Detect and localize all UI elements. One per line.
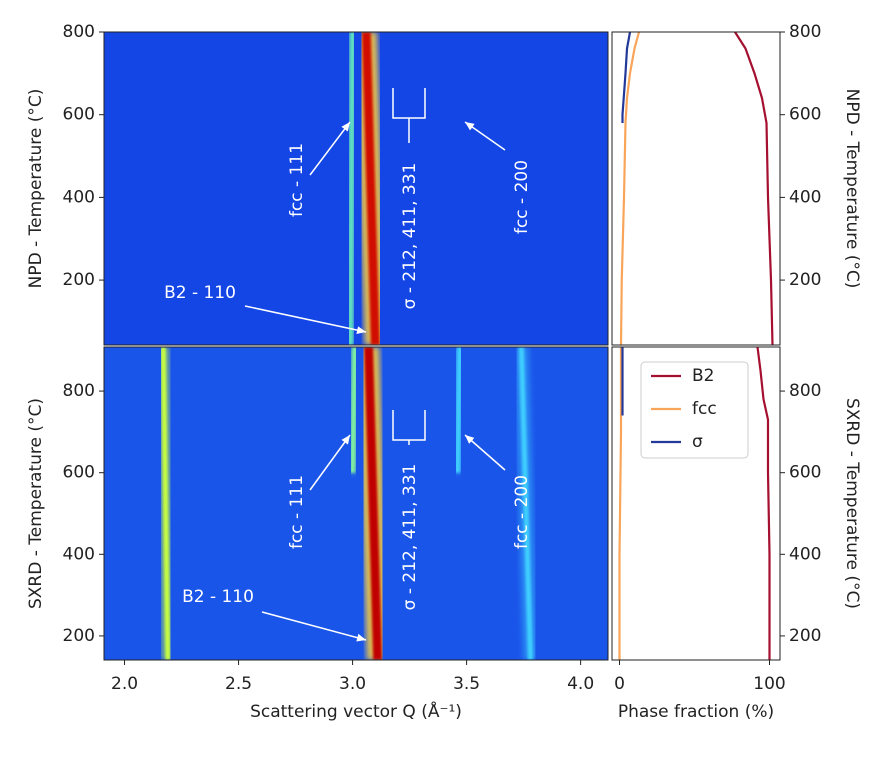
- annotation: B2 - 110: [182, 587, 254, 607]
- y-axis-label: NPD - Temperature (°C): [842, 89, 862, 289]
- annotation: fcc - 200: [512, 475, 532, 549]
- x-tick-label: 2.5: [225, 674, 252, 694]
- legend-box: [640, 361, 749, 459]
- peak: [454, 347, 463, 473]
- x-tick-label: 3.0: [339, 674, 366, 694]
- heatmap: [104, 32, 608, 345]
- annotation: fcc - 111: [287, 475, 307, 549]
- annotation: σ - 212, 411, 331: [400, 163, 420, 310]
- y-tick-label: 800: [789, 22, 821, 42]
- axes-frame: [611, 31, 781, 346]
- y-tick-label: 200: [63, 270, 95, 290]
- annotation-arrow: [261, 611, 367, 642]
- axes-frame: [611, 346, 781, 661]
- x-axis-label: Phase fraction (%): [618, 702, 774, 722]
- annotation: fcc - 111: [287, 143, 307, 217]
- y-tick-label: 600: [789, 463, 821, 483]
- phase-line: [619, 31, 641, 346]
- y-axis-label: NPD - Temperature (°C): [26, 89, 46, 289]
- legend-label: B2: [692, 366, 714, 386]
- peak: [364, 347, 383, 660]
- peak: [347, 32, 356, 345]
- phase-line: [756, 346, 771, 660]
- x-tick-label: 3.5: [453, 674, 480, 694]
- y-tick-label: 200: [789, 626, 821, 646]
- legend-label: fcc: [692, 399, 717, 419]
- annotation: B2 - 110: [164, 283, 236, 303]
- x-axis-label: Scattering vector Q (Å⁻¹): [250, 700, 462, 722]
- annotation-arrow: [244, 305, 367, 335]
- panel: fcc - 111 σ - 212, 411, 331 fcc - 200 B2 - …: [26, 22, 609, 346]
- x-tick-label: 2.0: [111, 674, 138, 694]
- annotation: fcc - 200: [512, 160, 532, 234]
- x-tick-label: 0: [614, 674, 625, 694]
- panel: fcc - 111 σ - 212, 411, 331 fcc - 200 B2 - …: [26, 346, 609, 722]
- peak: [160, 347, 171, 660]
- phase-line: [621, 31, 632, 123]
- y-tick-label: 600: [63, 105, 95, 125]
- annotation: σ - 212, 411, 331: [400, 464, 420, 611]
- y-tick-label: 800: [63, 381, 95, 401]
- peak: [518, 347, 533, 660]
- panel: B2 fcc σ 200 400 600 800 0 100 SXRD - Temperature…: [611, 346, 862, 722]
- phase-line: [618, 347, 623, 660]
- x-tick-label: 4.0: [567, 674, 594, 694]
- axes-frame: [103, 346, 609, 661]
- y-tick-label: 200: [63, 626, 95, 646]
- y-tick-label: 400: [789, 187, 821, 207]
- legend-label: σ: [692, 432, 703, 452]
- y-axis-label: SXRD - Temperature (°C): [26, 398, 46, 609]
- peak: [361, 32, 380, 345]
- y-tick-label: 800: [789, 381, 821, 401]
- x-tick-label: 100: [753, 674, 785, 694]
- phase-line: [734, 31, 774, 346]
- annotation-arrow: [309, 121, 351, 176]
- annotation-bracket: [392, 410, 426, 445]
- y-tick-label: 800: [63, 22, 95, 42]
- plot-background: [612, 32, 780, 345]
- y-tick-label: 600: [789, 105, 821, 125]
- y-tick-label: 400: [63, 544, 95, 564]
- panel: 200 400 600 800 NPD - Temperature (°C): [611, 22, 862, 346]
- annotation-bracket: [392, 88, 426, 143]
- heatmap: [104, 347, 608, 660]
- annotation-arrow: [464, 434, 506, 471]
- annotation-arrow: [309, 434, 351, 491]
- peak: [350, 347, 358, 473]
- y-tick-label: 400: [789, 544, 821, 564]
- annotation-arrow: [464, 121, 506, 151]
- y-tick-label: 600: [63, 463, 95, 483]
- y-axis-label: SXRD - Temperature (°C): [842, 398, 862, 609]
- y-tick-label: 400: [63, 187, 95, 207]
- axes-frame: [103, 31, 609, 346]
- y-tick-label: 200: [789, 270, 821, 290]
